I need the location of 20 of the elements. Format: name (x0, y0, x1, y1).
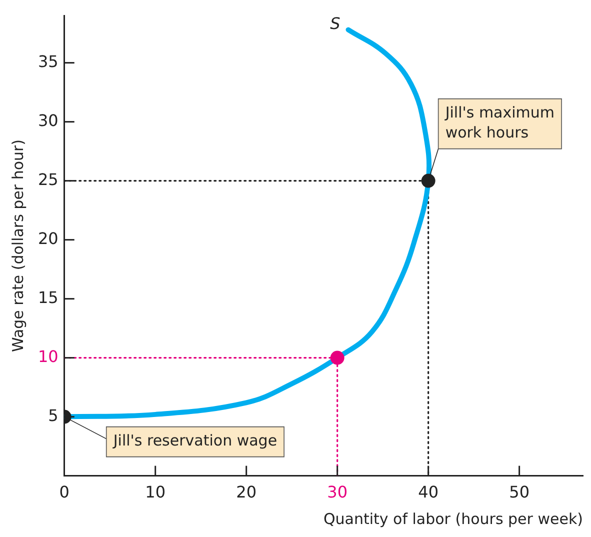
y-tick-label: 25 (38, 170, 58, 189)
x-tick-label: 0 (59, 482, 70, 502)
x-tick-label: 20 (236, 482, 257, 502)
point (330, 350, 344, 365)
y-tick-label: 15 (38, 288, 58, 307)
x-tick-label: 10 (145, 482, 166, 502)
x-tick-label: 50 (509, 482, 530, 502)
point (421, 174, 436, 188)
x-axis-title: Quantity of labor (hours per week) (323, 510, 583, 528)
y-tick-label: 5 (48, 406, 58, 425)
y-tick-label: 30 (38, 110, 58, 130)
annotation: Jill's reservation wage (112, 432, 278, 450)
x-tick-label: 40 (418, 482, 438, 502)
series-label: S (330, 14, 340, 33)
y-tick-label: 35 (38, 52, 58, 71)
annotation: Jill's maximum work hours (444, 104, 555, 142)
y-tick-label: 20 (38, 228, 58, 248)
x-tick-label: 30 (327, 482, 348, 502)
y-tick-label: 10 (38, 346, 58, 366)
y-axis-title: Wage rate (dollars per hour) (8, 139, 27, 352)
